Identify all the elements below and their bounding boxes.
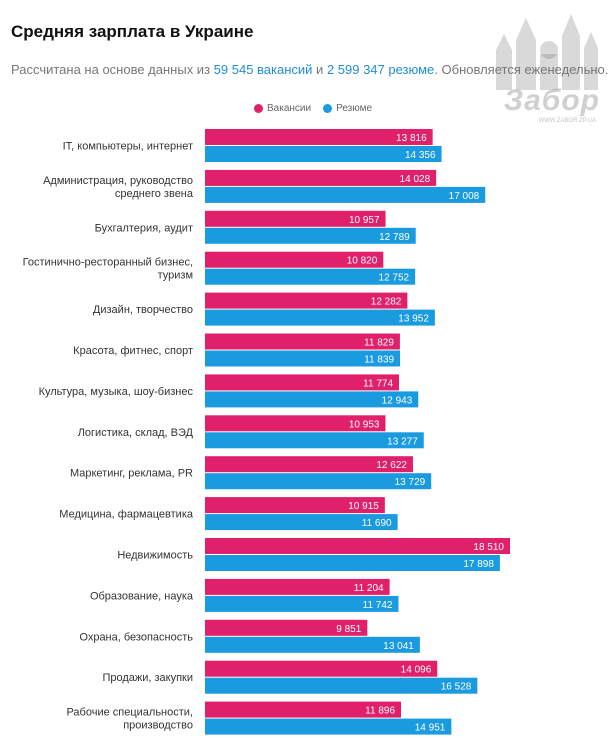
bar-value-resumes: 11 690 <box>362 518 392 529</box>
category-label: Дизайн, творчество <box>93 304 193 316</box>
bar-value-vacancies: 13 816 <box>396 133 427 144</box>
bar-value-resumes: 13 277 <box>387 436 418 447</box>
bar-resumes[interactable] <box>205 350 401 367</box>
bar-value-resumes: 13 952 <box>398 314 429 325</box>
bar-resumes[interactable] <box>205 677 478 694</box>
bar-value-vacancies: 11 896 <box>365 706 395 717</box>
bar-value-vacancies: 12 282 <box>371 297 402 308</box>
bar-value-resumes: 11 742 <box>363 600 393 611</box>
bar-value-vacancies: 10 957 <box>349 215 380 226</box>
bar-resumes[interactable] <box>205 268 416 285</box>
bar-resumes[interactable] <box>205 595 399 612</box>
bar-vacancies[interactable] <box>205 129 433 145</box>
bar-value-vacancies: 10 915 <box>348 501 379 512</box>
category-label: Продажи, закупки <box>102 672 193 684</box>
bar-resumes[interactable] <box>205 718 452 735</box>
page-subtitle: Рассчитана на основе данных из 59 545 ва… <box>11 62 608 77</box>
bar-vacancies[interactable] <box>205 169 437 186</box>
bar-vacancies[interactable] <box>205 497 385 514</box>
legend-dot-resumes <box>323 104 333 113</box>
bar-vacancies[interactable] <box>205 210 386 227</box>
bar-value-resumes: 14 356 <box>405 150 436 161</box>
page-title: Средняя зарплата в Украине <box>11 22 254 41</box>
bar-vacancies[interactable] <box>205 333 400 350</box>
bar-value-resumes: 11 839 <box>364 355 394 366</box>
legend-dot-vacancies <box>254 104 263 113</box>
castle-icon <box>496 14 598 90</box>
bar-value-vacancies: 11 204 <box>354 583 384 594</box>
bar-vacancies[interactable] <box>205 415 386 432</box>
bar-value-resumes: 17 008 <box>449 191 480 202</box>
bar-vacancies[interactable] <box>205 251 384 268</box>
category-label: Красота, фитнес, спорт <box>73 345 193 357</box>
bar-value-vacancies: 10 953 <box>349 419 380 430</box>
legend-label-vacancies: Вакансии <box>267 103 312 114</box>
bar-value-vacancies: 11 829 <box>364 338 394 349</box>
bar-value-resumes: 12 752 <box>379 273 410 284</box>
bar-vacancies[interactable] <box>205 456 413 473</box>
category-label: Гостинично-ресторанный бизнес, туризм <box>23 257 193 282</box>
category-label: Логистика, склад, ВЭД <box>78 427 194 439</box>
bar-resumes[interactable] <box>205 636 420 653</box>
bar-value-vacancies: 14 028 <box>400 174 431 185</box>
chart-legend: Вакансии Резюме <box>254 103 372 114</box>
bar-resumes[interactable] <box>205 309 435 326</box>
bar-value-vacancies: 12 622 <box>376 460 407 471</box>
bar-vacancies[interactable] <box>205 578 390 595</box>
subtitle-prefix: Рассчитана на основе данных из <box>11 62 214 77</box>
category-label: Культура, музыка, шоу-бизнес <box>39 386 194 398</box>
bar-resumes[interactable] <box>205 146 442 162</box>
bar-resumes[interactable] <box>205 473 432 490</box>
legend-item-vacancies[interactable]: Вакансии <box>254 103 311 114</box>
category-label: Охрана, безопасность <box>79 631 193 643</box>
bar-vacancies[interactable] <box>205 660 438 677</box>
legend-item-resumes[interactable]: Резюме <box>323 103 372 114</box>
bar-value-vacancies: 18 510 <box>473 542 504 553</box>
bar-vacancies[interactable] <box>205 701 402 718</box>
bar-value-vacancies: 10 820 <box>347 256 378 267</box>
bar-vacancies[interactable] <box>205 374 400 391</box>
bar-resumes[interactable] <box>205 555 500 571</box>
category-label: Недвижимость <box>117 550 193 562</box>
category-label: Администрация, руководство среднего звена <box>43 175 194 200</box>
bar-value-resumes: 12 943 <box>382 395 413 406</box>
bar-resumes[interactable] <box>205 186 486 203</box>
watermark-brand: Забор <box>503 84 600 117</box>
watermark-url: WWW.ZABOR.ZP.UA <box>538 118 596 124</box>
bar-vacancies[interactable] <box>205 292 408 309</box>
subtitle-and: и <box>312 62 327 77</box>
bar-value-resumes: 16 528 <box>441 682 472 693</box>
category-label: Медицина, фармацевтика <box>59 509 194 521</box>
legend-label-resumes: Резюме <box>336 103 373 114</box>
category-label: Бухгалтерия, аудит <box>95 222 193 234</box>
bar-value-resumes: 12 789 <box>379 232 410 243</box>
bar-value-resumes: 17 898 <box>463 559 494 570</box>
bar-vacancies[interactable] <box>205 619 368 636</box>
subtitle-suffix: . Обновляется еженедельно. <box>434 62 608 77</box>
category-label: Образование, наука <box>90 590 194 602</box>
bar-resumes[interactable] <box>205 227 416 244</box>
resumes-count-link[interactable]: 2 599 347 резюме <box>326 62 435 77</box>
vacancies-count-link[interactable]: 59 545 вакансий <box>213 62 313 77</box>
bar-value-vacancies: 9 851 <box>336 624 361 635</box>
bar-resumes[interactable] <box>205 391 419 408</box>
bar-resumes[interactable] <box>205 432 424 449</box>
watermark-logo: Забор WWW.ZABOR.ZP.UA <box>486 10 604 128</box>
bar-vacancies[interactable] <box>205 538 510 554</box>
bar-value-vacancies: 11 774 <box>363 378 393 389</box>
bar-value-resumes: 13 041 <box>383 641 414 652</box>
category-label: ІТ, компьютеры, интернет <box>63 141 193 153</box>
bar-value-resumes: 14 951 <box>415 723 446 734</box>
category-label: Маркетинг, реклама, PR <box>70 468 193 480</box>
bar-resumes[interactable] <box>205 514 398 531</box>
category-label: Рабочие специальности, производство <box>66 707 193 732</box>
bar-value-vacancies: 14 096 <box>401 665 432 676</box>
bar-value-resumes: 13 729 <box>395 477 426 488</box>
